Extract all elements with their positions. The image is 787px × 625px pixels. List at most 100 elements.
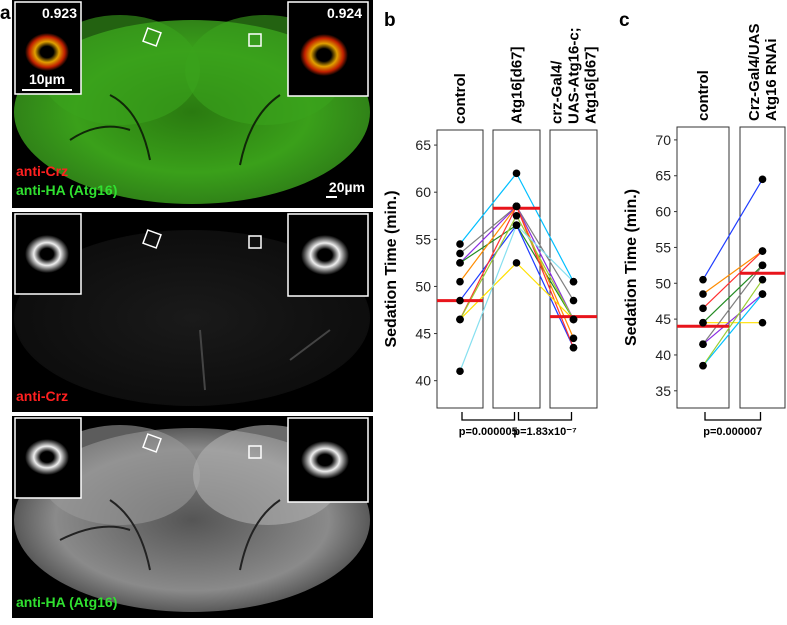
panel-label: a xyxy=(0,3,11,24)
category-box xyxy=(492,129,541,409)
category-label-line: control xyxy=(695,70,712,121)
category-box xyxy=(436,129,484,409)
data-point xyxy=(699,290,707,298)
data-point xyxy=(699,318,707,327)
y-tick-label: 55 xyxy=(655,239,671,255)
channel-label: anti-HA (Atg16) xyxy=(16,182,117,198)
data-point xyxy=(512,259,521,267)
data-point xyxy=(699,304,707,313)
y-tick-label: 60 xyxy=(415,184,431,200)
data-point xyxy=(758,261,767,270)
data-point xyxy=(512,211,521,220)
pair-line xyxy=(702,293,763,367)
p-value: p=0.000005 xyxy=(459,426,518,438)
pair-line xyxy=(459,172,517,245)
merge-image xyxy=(12,0,373,208)
bracket xyxy=(517,412,573,421)
category-label-line: Crz-Gal4/UAS xyxy=(746,23,763,121)
ha-image xyxy=(12,416,373,618)
category-label: crz-Gal4/UAS-Atg16-c;Atg16[d67] xyxy=(549,27,600,124)
pair-line xyxy=(702,179,764,280)
pair-line xyxy=(459,224,518,372)
pair-line xyxy=(515,224,575,348)
channel-label: anti-HA (Atg16) xyxy=(16,594,117,610)
pair-line xyxy=(702,279,763,367)
data-point xyxy=(456,259,464,267)
pair-line xyxy=(515,173,575,283)
y-tick-label: 35 xyxy=(655,383,671,399)
pair-line xyxy=(459,262,517,320)
y-tick-label: 40 xyxy=(415,373,431,389)
data-point xyxy=(569,334,578,343)
data-point xyxy=(758,275,767,284)
pair-line xyxy=(515,206,575,320)
category-label: Atg16[d67] xyxy=(509,46,526,124)
pair-line xyxy=(459,205,517,254)
pair-line xyxy=(702,293,763,345)
p-value: p=0.000007 xyxy=(703,426,762,438)
charts: control Atg16[d67] crz-Gal4/UAS-Atg16-c;At… xyxy=(383,23,786,438)
pair-line xyxy=(516,262,574,320)
category-label-line: UAS-Atg16-c; xyxy=(566,27,583,124)
pair-line xyxy=(515,206,575,348)
data-point xyxy=(456,367,464,376)
bracket xyxy=(704,412,762,421)
data-point xyxy=(512,202,521,211)
panel-label: c xyxy=(619,10,630,31)
data-point xyxy=(569,343,578,352)
y-tick-label: 40 xyxy=(655,347,671,363)
data-point xyxy=(699,340,707,349)
y-tick-label: 50 xyxy=(415,278,431,294)
data-point xyxy=(456,315,464,324)
data-point xyxy=(758,318,767,327)
bracket xyxy=(461,412,516,421)
category-label-line: Atg16[d67] xyxy=(509,46,526,124)
y-tick-label: 45 xyxy=(655,311,671,327)
category-label: control xyxy=(452,73,469,124)
y-tick-label: 65 xyxy=(655,168,671,184)
scale-label: 20µm xyxy=(329,179,365,195)
y-tick-label: 70 xyxy=(655,132,671,148)
pair-line xyxy=(459,205,517,264)
crz-image xyxy=(12,212,373,412)
data-point xyxy=(456,277,464,286)
data-point xyxy=(569,315,578,324)
data-point xyxy=(569,277,578,286)
colocalization-value: 0.923 xyxy=(42,5,77,21)
y-axis-label: Sedation Time (min.) xyxy=(623,189,640,346)
data-point xyxy=(758,290,767,298)
data-point xyxy=(512,169,521,178)
data-point xyxy=(758,247,767,255)
pair-line xyxy=(516,224,574,283)
category-label-line: Atg16[d67] xyxy=(583,46,600,124)
category-label: Crz-Gal4/UASAtg16 RNAi xyxy=(746,23,780,121)
data-point xyxy=(569,296,578,305)
data-point xyxy=(699,361,707,370)
pair-line xyxy=(702,264,763,345)
pair-line xyxy=(459,215,518,320)
data-point xyxy=(456,249,464,258)
channel-label: anti-Crz xyxy=(16,163,68,179)
category-box xyxy=(549,129,598,409)
y-tick-label: 50 xyxy=(655,275,671,291)
data-point xyxy=(699,275,707,284)
category-label: control xyxy=(695,70,712,121)
y-tick-label: 65 xyxy=(415,137,431,153)
pair-line xyxy=(515,215,575,320)
category-label-line: Atg16 RNAi xyxy=(763,38,780,121)
y-tick-label: 60 xyxy=(655,204,671,220)
category-label-line: crz-Gal4/ xyxy=(549,60,566,124)
panel-label: b xyxy=(384,10,396,31)
category-box xyxy=(676,126,730,409)
colocalization-value: 0.924 xyxy=(327,5,362,21)
inset-scale-label: 10µm xyxy=(29,71,65,87)
data-point xyxy=(512,221,521,229)
p-value: p=1.83x10⁻⁷ xyxy=(513,426,577,438)
pair-line xyxy=(459,206,518,320)
channel-label: anti-Crz xyxy=(16,388,68,404)
pair-line xyxy=(702,264,763,324)
y-tick-label: 55 xyxy=(415,231,431,247)
y-axis-label: Sedation Time (min.) xyxy=(383,190,400,347)
y-tick-label: 45 xyxy=(415,326,431,342)
